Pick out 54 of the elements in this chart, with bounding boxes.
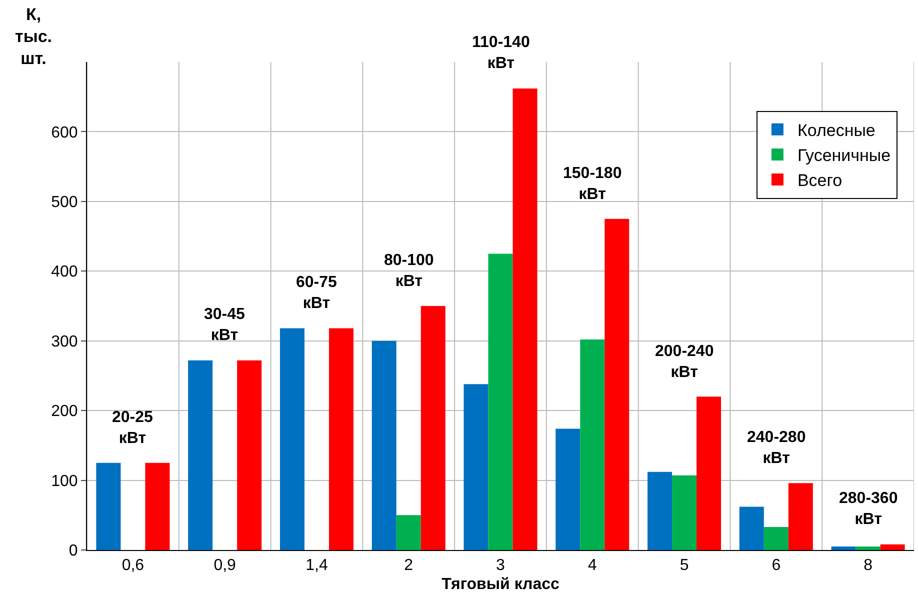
bar — [464, 384, 488, 550]
annotation: 240-280 кВт — [747, 429, 806, 467]
annotation: 280-360 кВт — [839, 490, 898, 528]
x-tick-label: 6 — [772, 557, 781, 574]
annotation: 200-240 кВт — [655, 343, 714, 381]
bar — [739, 506, 764, 550]
y-tick-label: 0 — [68, 542, 78, 560]
bar — [328, 328, 354, 550]
legend-label: Колесные — [797, 120, 876, 140]
legend-label: Всего — [797, 171, 842, 190]
x-tick-label: 5 — [680, 557, 689, 574]
bar — [512, 88, 538, 550]
bar — [696, 396, 722, 550]
annotation: 110-140 кВт — [472, 34, 530, 72]
bar — [672, 475, 697, 550]
bar — [372, 340, 396, 550]
bar — [788, 483, 813, 550]
bar — [604, 218, 630, 550]
annotation: 60-75 кВт — [296, 274, 338, 312]
annotation: 150-180 кВт — [563, 165, 622, 203]
bar — [96, 462, 121, 550]
y-tick-label: 600 — [51, 124, 78, 142]
x-tick-label: 1,4 — [306, 557, 328, 574]
bar — [396, 515, 421, 550]
x-tick-label: 4 — [588, 557, 597, 574]
bar — [856, 546, 880, 550]
bar — [764, 526, 788, 550]
y-tick-label: 100 — [51, 472, 78, 490]
x-tick-label: 3 — [496, 557, 506, 574]
bar — [237, 360, 262, 550]
annotation: 30-45 кВт — [204, 306, 246, 344]
bar — [556, 428, 580, 550]
x-tick-label: 2 — [404, 557, 414, 574]
bar — [420, 306, 446, 550]
bar — [648, 472, 672, 550]
x-tick-label: 8 — [864, 557, 873, 574]
bar — [488, 254, 513, 550]
bar — [580, 339, 605, 550]
x-tick-label: 0,6 — [122, 557, 144, 574]
y-tick-label: 200 — [51, 403, 78, 420]
bar — [280, 328, 304, 550]
bar — [188, 360, 213, 550]
annotation: 20-25 кВт — [112, 409, 154, 447]
y-tick-label: 300 — [51, 333, 78, 350]
y-tick-label: 500 — [51, 194, 78, 212]
y-axis-title: К, тыс. шт. — [15, 5, 52, 68]
bar — [880, 544, 905, 550]
legend-label: Гусеничные — [797, 146, 891, 166]
x-tick-label: 0,9 — [214, 557, 236, 574]
y-tick-label: 400 — [51, 264, 78, 281]
bar — [831, 546, 856, 550]
bar — [145, 462, 170, 550]
annotation: 80-100 кВт — [384, 252, 434, 290]
x-axis-title: Тяговый класс — [442, 576, 560, 593]
